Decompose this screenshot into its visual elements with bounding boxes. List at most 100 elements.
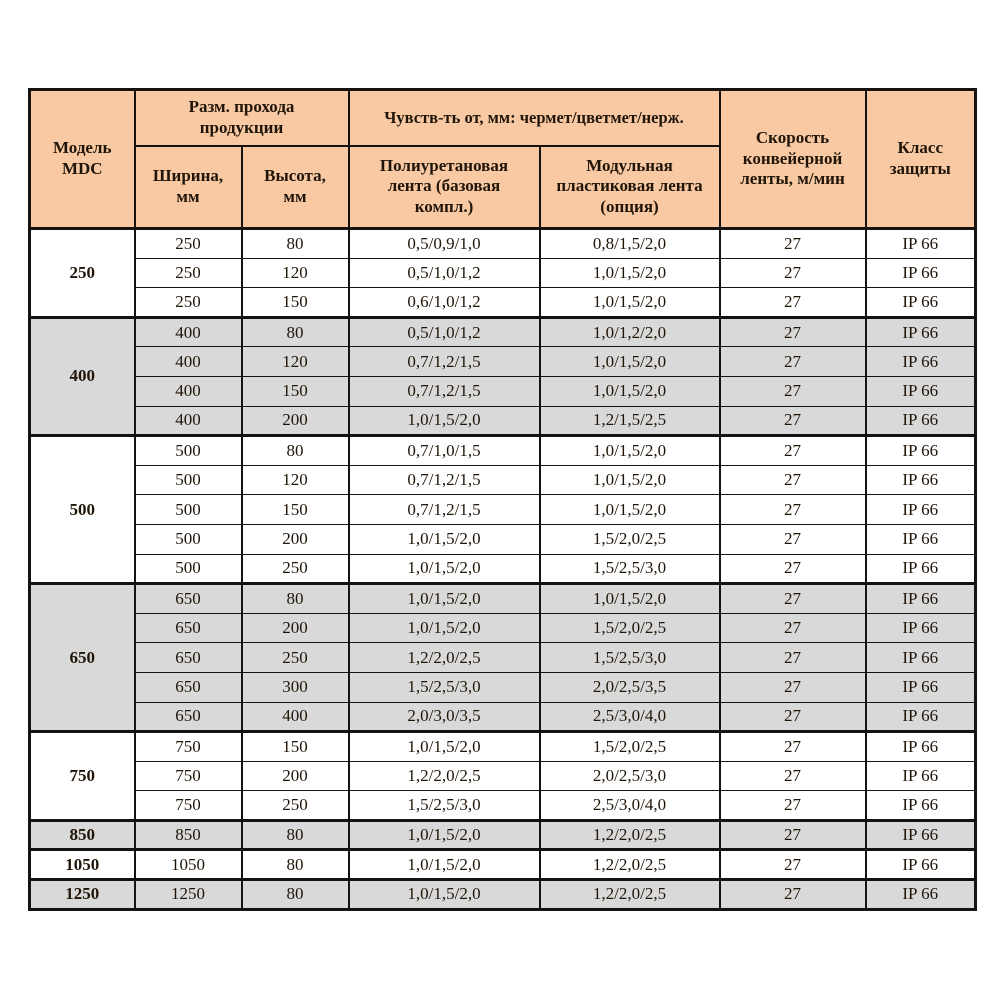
height-cell: 80 xyxy=(240,848,350,881)
width-cell: 250 xyxy=(133,287,243,318)
table-row: 400 150 0,7/1,2/1,5 1,0/1,5/2,0 27 IP 66 xyxy=(30,375,977,407)
ip-class-cell: IP 66 xyxy=(864,405,977,437)
ip-class-cell: IP 66 xyxy=(864,494,977,525)
table-row: 400 120 0,7/1,2/1,5 1,0/1,5/2,0 27 IP 66 xyxy=(30,346,977,377)
modular-sensitivity-cell: 1,5/2,0/2,5 xyxy=(538,730,721,762)
table-row: 500 150 0,7/1,2/1,5 1,0/1,5/2,0 27 IP 66 xyxy=(30,494,977,525)
table-row: 650 250 1,2/2,0/2,5 1,5/2,5/3,0 27 IP 66 xyxy=(30,642,977,673)
height-cell: 120 xyxy=(240,346,350,377)
ip-class-cell: IP 66 xyxy=(864,523,977,555)
modular-sensitivity-cell: 1,5/2,5/3,0 xyxy=(538,553,721,585)
speed-cell: 27 xyxy=(718,287,867,318)
ip-class-cell: IP 66 xyxy=(864,346,977,377)
height-cell: 400 xyxy=(240,701,350,733)
width-cell: 650 xyxy=(133,671,243,703)
pu-sensitivity-cell: 1,5/2,5/3,0 xyxy=(347,671,541,703)
modular-sensitivity-cell: 1,0/1,5/2,0 xyxy=(538,287,721,318)
pu-sensitivity-cell: 0,7/1,2/1,5 xyxy=(347,464,541,496)
speed-cell: 27 xyxy=(718,375,867,407)
pu-sensitivity-cell: 1,2/2,0/2,5 xyxy=(347,642,541,673)
speed-cell: 27 xyxy=(718,730,867,762)
table-row: 650 400 2,0/3,0/3,5 2,5/3,0/4,0 27 IP 66 xyxy=(30,701,977,733)
width-cell: 250 xyxy=(133,227,243,259)
modular-sensitivity-cell: 1,2/1,5/2,5 xyxy=(538,405,721,437)
pu-sensitivity-cell: 0,6/1,0/1,2 xyxy=(347,287,541,318)
pu-sensitivity-cell: 0,5/1,0/1,2 xyxy=(347,257,541,289)
table-row: 650 650 80 1,0/1,5/2,0 1,0/1,5/2,0 27 IP 66 xyxy=(28,582,977,733)
ip-class-cell: IP 66 xyxy=(864,730,977,762)
speed-cell: 27 xyxy=(718,612,867,644)
model-cell: 400 xyxy=(28,315,136,437)
height-cell: 80 xyxy=(240,818,350,851)
height-column-header: Высота, мм xyxy=(240,144,350,230)
ip-class-cell: IP 66 xyxy=(864,375,977,407)
height-cell: 80 xyxy=(240,582,350,614)
height-cell: 80 xyxy=(240,315,350,348)
table-row: 250 120 0,5/1,0/1,2 1,0/1,5/2,0 27 IP 66 xyxy=(30,257,977,289)
table-row: 750 750 150 1,0/1,5/2,0 1,5/2,0/2,5 27 IP 66 xyxy=(28,730,977,821)
pu-sensitivity-cell: 1,0/1,5/2,0 xyxy=(347,405,541,437)
speed-cell: 27 xyxy=(718,405,867,437)
table-row: 500 500 80 0,7/1,0/1,5 1,0/1,5/2,0 27 IP 66 xyxy=(28,434,977,585)
width-cell: 400 xyxy=(133,405,243,437)
table-row: 650 300 1,5/2,5/3,0 2,0/2,5/3,5 27 IP 66 xyxy=(30,671,977,703)
conveyor-speed-header: Скорость конвейерной ленты, м/мин xyxy=(718,88,867,230)
height-cell: 250 xyxy=(240,553,350,585)
table-row: 250 250 80 0,5/0,9/1,0 0,8/1,5/2,0 27 IP 66 xyxy=(28,227,977,318)
speed-cell: 27 xyxy=(718,582,867,614)
height-cell: 150 xyxy=(240,375,350,407)
height-cell: 150 xyxy=(240,494,350,525)
modular-sensitivity-cell: 1,5/2,0/2,5 xyxy=(538,523,721,555)
modular-sensitivity-cell: 1,0/1,5/2,0 xyxy=(538,257,721,289)
height-cell: 200 xyxy=(240,523,350,555)
modular-sensitivity-cell: 1,0/1,2/2,0 xyxy=(538,315,721,348)
modular-sensitivity-cell: 1,0/1,5/2,0 xyxy=(538,582,721,614)
height-cell: 250 xyxy=(240,642,350,673)
width-cell: 500 xyxy=(133,523,243,555)
ip-class-cell: IP 66 xyxy=(864,257,977,289)
speed-cell: 27 xyxy=(718,257,867,289)
table-row: 650 200 1,0/1,5/2,0 1,5/2,0/2,5 27 IP 66 xyxy=(30,612,977,644)
speed-cell: 27 xyxy=(718,434,867,466)
pass-size-group-header: Разм. прохода продукции xyxy=(133,88,350,147)
width-cell: 750 xyxy=(133,760,243,792)
table-row: 500 200 1,0/1,5/2,0 1,5/2,0/2,5 27 IP 66 xyxy=(30,523,977,555)
height-cell: 150 xyxy=(240,287,350,318)
ip-class-cell: IP 66 xyxy=(864,760,977,792)
sensitivity-group-header: Чувств-ть от, мм: чермет/цветмет/нерж. xyxy=(347,88,721,147)
width-cell: 650 xyxy=(133,642,243,673)
speed-cell: 27 xyxy=(718,818,867,851)
width-cell: 1250 xyxy=(133,878,243,910)
width-cell: 850 xyxy=(133,818,243,851)
width-cell: 750 xyxy=(133,730,243,762)
speed-cell: 27 xyxy=(718,790,867,821)
modular-sensitivity-cell: 2,5/3,0/4,0 xyxy=(538,701,721,733)
ip-class-cell: IP 66 xyxy=(864,227,977,259)
ip-class-cell: IP 66 xyxy=(864,582,977,614)
speed-cell: 27 xyxy=(718,671,867,703)
modular-sensitivity-cell: 2,0/2,5/3,5 xyxy=(538,671,721,703)
table-row: 1050 1050 80 1,0/1,5/2,0 1,2/2,0/2,5 27 IP 66 xyxy=(28,848,977,881)
speed-cell: 27 xyxy=(718,553,867,585)
ip-class-cell: IP 66 xyxy=(864,464,977,496)
pu-sensitivity-cell: 0,5/0,9/1,0 xyxy=(347,227,541,259)
ip-class-cell: IP 66 xyxy=(864,671,977,703)
width-cell: 500 xyxy=(133,494,243,525)
speed-cell: 27 xyxy=(718,701,867,733)
modular-sensitivity-cell: 2,0/2,5/3,0 xyxy=(538,760,721,792)
modular-sensitivity-cell: 1,0/1,5/2,0 xyxy=(538,464,721,496)
height-cell: 200 xyxy=(240,760,350,792)
table-row: 750 200 1,2/2,0/2,5 2,0/2,5/3,0 27 IP 66 xyxy=(30,760,977,792)
protection-class-header: Класс защиты xyxy=(864,88,977,230)
ip-class-cell: IP 66 xyxy=(864,287,977,318)
modular-sensitivity-cell: 1,2/2,0/2,5 xyxy=(538,848,721,881)
table-row: 750 250 1,5/2,5/3,0 2,5/3,0/4,0 27 IP 66 xyxy=(30,790,977,821)
width-column-header: Ширина, мм xyxy=(133,144,243,230)
height-cell: 80 xyxy=(240,227,350,259)
ip-class-cell: IP 66 xyxy=(864,818,977,851)
model-cell: 250 xyxy=(28,227,136,318)
modular-sensitivity-cell: 1,2/2,0/2,5 xyxy=(538,878,721,910)
pu-sensitivity-cell: 1,0/1,5/2,0 xyxy=(347,818,541,851)
width-cell: 400 xyxy=(133,315,243,348)
model-column-header: Модель MDC xyxy=(28,88,136,230)
